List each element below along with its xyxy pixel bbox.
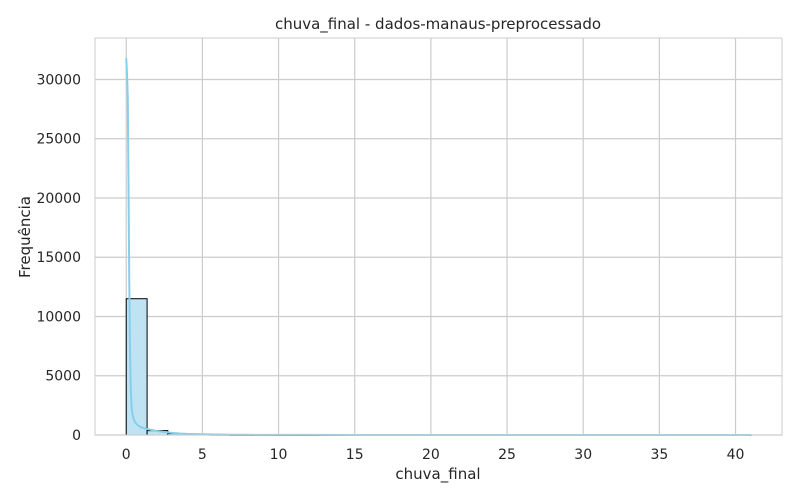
- y-tick-labels: 0 5000 10000 15000 20000 25000 30000: [36, 72, 81, 444]
- x-tick-label: 10: [270, 447, 288, 463]
- y-tick-label: 0: [72, 428, 81, 444]
- x-tick-label: 20: [422, 447, 440, 463]
- x-tick-label: 30: [574, 447, 592, 463]
- y-tick-label: 15000: [36, 250, 81, 266]
- x-axis-label: chuva_final: [395, 465, 480, 484]
- x-tick-label: 35: [650, 447, 668, 463]
- kde-layer: [125, 58, 751, 436]
- y-tick-label: 5000: [45, 369, 81, 385]
- x-tick-label: 25: [498, 447, 516, 463]
- y-tick-label: 10000: [36, 309, 81, 325]
- y-axis-label: Frequência: [16, 196, 34, 278]
- x-tick-label: 40: [727, 447, 745, 463]
- y-tick-label: 30000: [36, 72, 81, 88]
- x-tick-labels: 0 5 10 15 20 25 30 35 40: [122, 447, 745, 463]
- grid-layer: [95, 38, 782, 436]
- chart-title: chuva_final - dados-manaus-preprocessado: [275, 15, 601, 34]
- x-tick-label: 0: [122, 447, 131, 463]
- kde-line: [125, 58, 751, 436]
- x-tick-label: 5: [198, 447, 207, 463]
- plot-frame: [94, 37, 783, 436]
- x-tick-label: 15: [346, 447, 364, 463]
- y-tick-label: 20000: [36, 191, 81, 207]
- bars-layer: [125, 298, 752, 436]
- y-tick-label: 25000: [36, 132, 81, 148]
